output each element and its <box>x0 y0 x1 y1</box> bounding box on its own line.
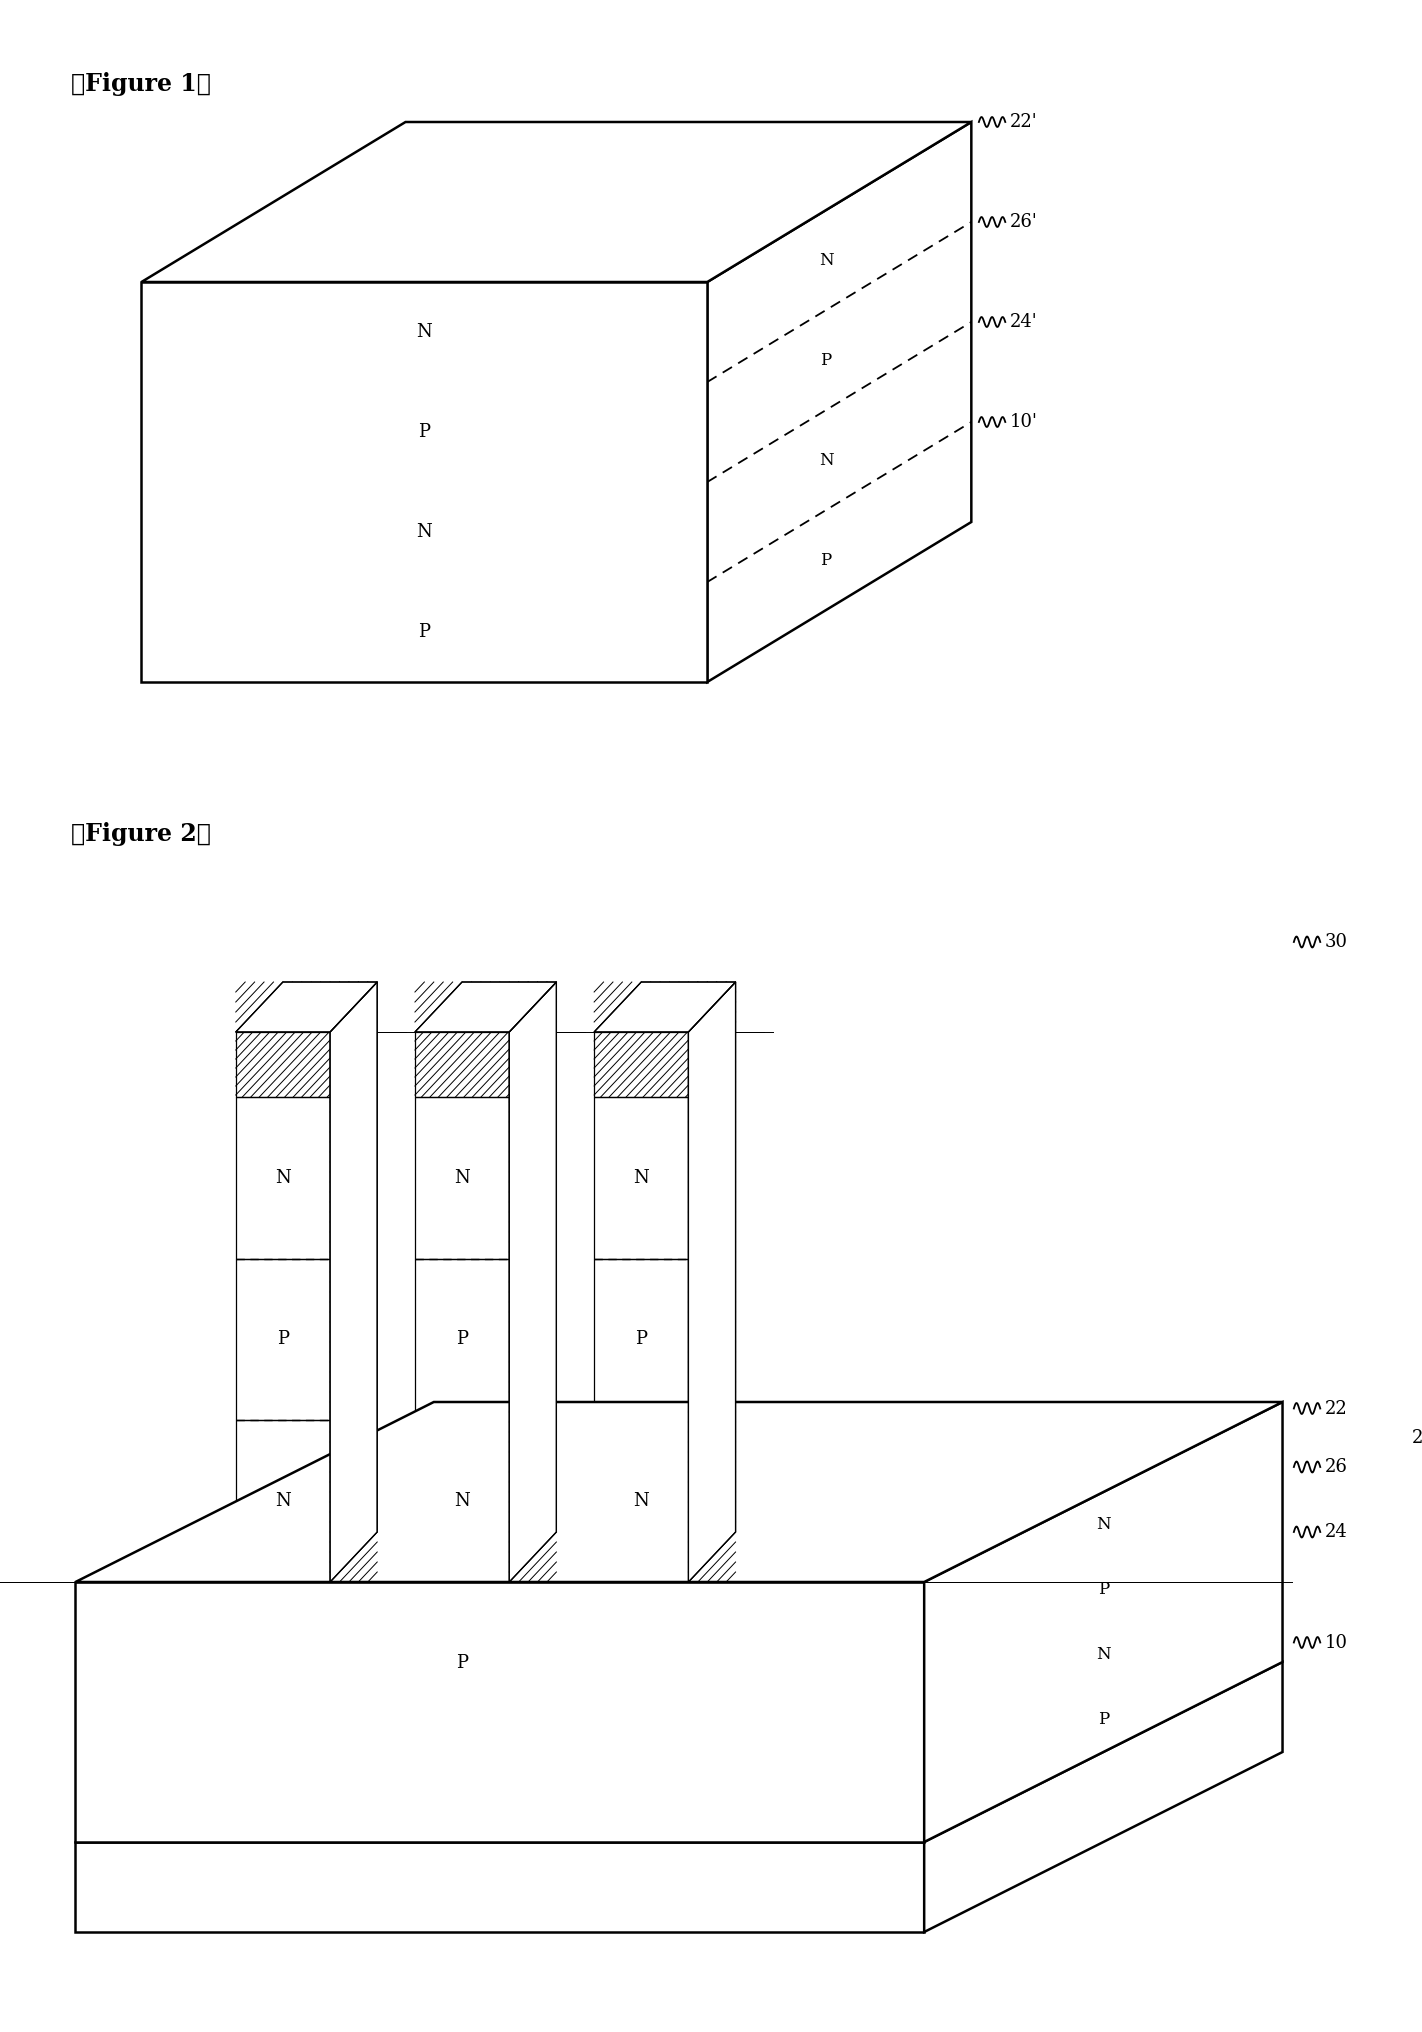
Polygon shape <box>75 1402 1283 1583</box>
Text: P: P <box>820 352 832 368</box>
Text: P: P <box>456 1654 468 1672</box>
Text: P: P <box>1098 1711 1109 1727</box>
Text: N: N <box>819 451 833 469</box>
Text: N: N <box>417 522 432 541</box>
Polygon shape <box>75 1662 1283 1841</box>
Text: N: N <box>1096 1646 1111 1662</box>
Text: 30: 30 <box>1325 933 1348 951</box>
Text: N: N <box>819 252 833 268</box>
Text: N: N <box>1096 1516 1111 1532</box>
Text: 22: 22 <box>1325 1400 1348 1418</box>
Text: P: P <box>636 1331 647 1349</box>
Text: N: N <box>633 1491 648 1510</box>
Polygon shape <box>141 122 971 282</box>
Text: 10': 10' <box>1010 412 1038 431</box>
Polygon shape <box>75 1841 924 1932</box>
Polygon shape <box>509 981 556 1583</box>
Polygon shape <box>707 122 971 683</box>
Text: N: N <box>454 1168 469 1187</box>
Text: P: P <box>1098 1581 1109 1597</box>
Polygon shape <box>924 1662 1283 1932</box>
Text: 「Figure 2」: 「Figure 2」 <box>71 823 210 845</box>
Polygon shape <box>141 282 707 683</box>
Polygon shape <box>75 1583 924 1841</box>
Text: 26: 26 <box>1325 1459 1348 1475</box>
Text: N: N <box>274 1168 290 1187</box>
Text: N: N <box>274 1491 290 1510</box>
Polygon shape <box>330 981 377 1583</box>
Text: P: P <box>820 551 832 569</box>
Text: 「Figure 1」: 「Figure 1」 <box>71 71 210 96</box>
Polygon shape <box>688 981 735 1583</box>
Text: 22': 22' <box>1010 114 1038 130</box>
Text: 20: 20 <box>1412 1428 1422 1447</box>
Polygon shape <box>415 981 556 1032</box>
Text: 24: 24 <box>1325 1524 1348 1540</box>
Text: 26': 26' <box>1010 213 1038 232</box>
Text: P: P <box>456 1331 468 1349</box>
Polygon shape <box>236 981 377 1032</box>
Text: 10: 10 <box>1325 1634 1348 1652</box>
Text: P: P <box>418 423 431 441</box>
Text: N: N <box>454 1491 469 1510</box>
Text: N: N <box>417 323 432 341</box>
Polygon shape <box>924 1402 1283 1841</box>
Polygon shape <box>594 981 735 1032</box>
Text: 24': 24' <box>1010 313 1038 331</box>
Text: N: N <box>633 1168 648 1187</box>
Text: P: P <box>277 1331 289 1349</box>
Text: P: P <box>418 624 431 640</box>
